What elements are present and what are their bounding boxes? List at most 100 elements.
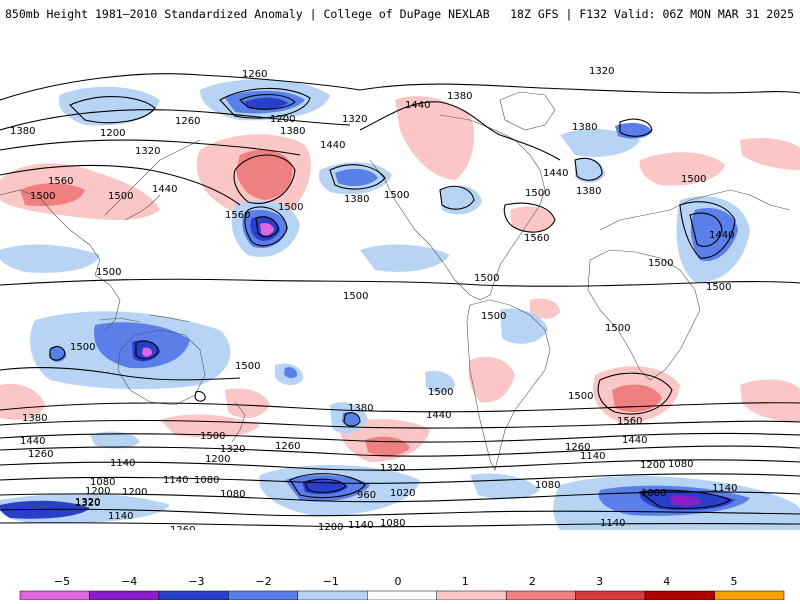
contour-label: 1200 [270, 114, 295, 125]
contour-label: 1560 [617, 416, 642, 427]
contour-label: 1320 [342, 114, 367, 125]
contour-label: 1500 [70, 342, 95, 353]
contour-line [49, 345, 66, 361]
positive-anomaly-region [612, 384, 662, 413]
negative-anomaly-region [58, 86, 160, 126]
contour-label: 1260 [28, 449, 53, 460]
contour-line [343, 412, 361, 427]
contour-line [574, 157, 603, 181]
positive-anomaly-region [740, 137, 800, 170]
contour-label: 1140 [348, 520, 373, 530]
contour-label: 1500 [108, 191, 133, 202]
contour-line [0, 366, 241, 381]
contour-label: 1080 [641, 488, 666, 499]
contour-label: 1380 [572, 122, 597, 133]
contour-label: 1440 [709, 230, 734, 241]
colorbar-swatches [19, 590, 785, 601]
contour-label: 1500 [200, 431, 225, 442]
contour-label: 1140 [110, 458, 135, 469]
negative-anomaly-region [500, 308, 548, 344]
colorbar-tick-label: 2 [529, 575, 536, 588]
contour-label: 1500 [706, 282, 731, 293]
positive-anomaly-region [0, 383, 45, 420]
contour-label: 1260 [242, 69, 267, 80]
colorbar-tick-label: 3 [596, 575, 603, 588]
coastline-indonesia [99, 314, 191, 323]
negative-anomaly-region [360, 244, 450, 272]
negative-anomaly-region [425, 370, 455, 393]
contour-label: 1260 [175, 116, 200, 127]
contour-line [439, 185, 475, 210]
colorbar-swatch [228, 590, 299, 601]
contour-line [359, 83, 800, 94]
contour-line [0, 432, 800, 443]
coastline-eurasia [0, 189, 121, 331]
contour-line [359, 101, 561, 161]
positive-anomaly-region [236, 149, 293, 200]
contour-line [0, 508, 800, 517]
anomaly-map: 1260 1320 1380 1260 1200 1380 1320 1440 … [0, 30, 800, 530]
contour-label: 1020 [390, 488, 415, 499]
contour-label: 1440 [405, 100, 430, 111]
colorbar-svg: −5 −4 −3 −2 −1 0 1 2 3 4 5 [19, 575, 785, 601]
contour-line [679, 201, 736, 259]
contour-label: 1380 [22, 413, 47, 424]
colorbar-tick-label: 0 [395, 575, 402, 588]
colorbar-tick-label: 1 [462, 575, 469, 588]
contour-line [638, 489, 732, 509]
contour-line [503, 202, 556, 233]
colorbar-ticks: −5 −4 −3 −2 −1 0 1 2 3 4 5 [54, 575, 738, 588]
contour-line [0, 419, 800, 429]
contour-label: 1380 [10, 126, 35, 137]
colorbar-tick-label: 5 [731, 575, 738, 588]
colorbar-swatch [505, 590, 576, 601]
coastline-greenland [499, 91, 556, 131]
map-title: 850mb Height 1981–2010 Standardized Anom… [5, 7, 490, 21]
contour-line [0, 459, 800, 471]
contour-line [689, 212, 723, 248]
coastline-north-america [369, 114, 546, 301]
contour-label: 1440 [20, 436, 45, 447]
contour-label: 1320 [135, 146, 160, 157]
contour-label: 1500 [96, 267, 121, 278]
colorbar-swatch [367, 590, 437, 601]
colorbar-swatch [575, 590, 646, 601]
negative-anomaly-region [670, 495, 702, 507]
contour-label: 1500 [605, 323, 630, 334]
contour-line [619, 118, 653, 137]
contour-labels: 1260 1320 1380 1260 1200 1380 1320 1440 … [10, 66, 737, 530]
contour-label: 1440 [543, 168, 568, 179]
colorbar-tick-label: −2 [255, 575, 271, 588]
header: 850mb Height 1981–2010 Standardized Anom… [0, 0, 800, 30]
contour-label: 1260 [565, 442, 590, 453]
contour-label: 1440 [152, 184, 177, 195]
negative-anomaly-region [90, 431, 140, 449]
contour-label: 1140 [712, 483, 737, 494]
contour-label: 1260 [170, 525, 195, 530]
colorbar-swatch [158, 590, 229, 601]
contour-label: 1200 [100, 128, 125, 139]
positive-anomaly-region [530, 298, 560, 319]
contour-line [289, 473, 366, 499]
contour-label: 1080 [380, 518, 405, 529]
colorbar-tick-label: 4 [663, 575, 670, 588]
contour-line [597, 372, 673, 415]
contour-label: 1320 [589, 66, 614, 77]
contour-label: 1200 [640, 460, 665, 471]
contour-label: 1500 [481, 311, 506, 322]
colorbar-swatch [297, 590, 368, 601]
negative-anomaly-region [342, 412, 360, 427]
contour-label: 1200 [122, 487, 147, 498]
positive-anomaly-region [225, 388, 270, 419]
contour-label: 1380 [344, 194, 369, 205]
negative-anomaly-region [142, 347, 153, 357]
positive-anomaly-region [395, 95, 475, 180]
contour-line [0, 164, 241, 206]
negative-anomaly-region [284, 367, 298, 379]
contour-label: 1500 [278, 202, 303, 213]
contour-label: 1440 [426, 410, 451, 421]
coastline-australia [117, 329, 206, 406]
negative-anomaly-region [470, 473, 540, 500]
contour-label: 1140 [600, 518, 625, 529]
contour-line [219, 87, 311, 119]
